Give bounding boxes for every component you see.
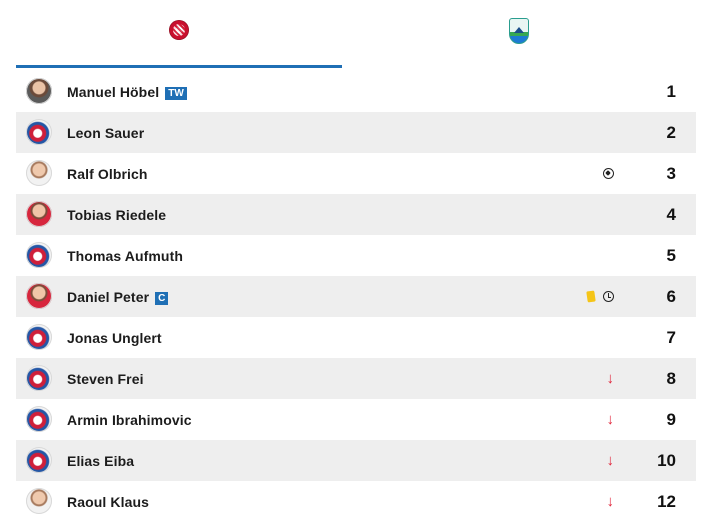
player-avatar	[26, 406, 52, 432]
player-name-text: Manuel Höbel	[67, 83, 160, 100]
player-row[interactable]: Tobias Riedele 4	[16, 194, 696, 235]
player-row[interactable]: Jonas Unglert 7	[16, 317, 696, 358]
shirt-number: 10	[657, 450, 676, 470]
player-name-text: Raoul Klaus	[67, 493, 150, 510]
player-name-text: Steven Frei	[67, 370, 144, 387]
player-avatar	[26, 201, 52, 227]
player-name-text: Jonas Unglert	[67, 329, 162, 346]
player-events: ↓	[607, 371, 615, 386]
player-name-text: Daniel Peter	[67, 288, 150, 305]
player-name: Thomas Aufmuth	[67, 248, 183, 264]
player-row[interactable]: Elias Eiba ↓ 10	[16, 440, 696, 481]
sub-out-icon: ↓	[606, 411, 615, 428]
away-club-logo-icon	[509, 18, 529, 44]
player-name: Daniel Peter C	[67, 288, 169, 305]
shirt-number: 6	[666, 286, 676, 306]
player-row[interactable]: Steven Frei ↓ 8	[16, 358, 696, 399]
player-name: Leon Sauer	[67, 125, 144, 141]
player-row[interactable]: Daniel Peter C 6	[16, 276, 696, 317]
player-avatar	[26, 119, 52, 145]
clock-icon	[603, 291, 614, 302]
shirt-number: 5	[666, 245, 676, 265]
player-events	[603, 168, 614, 179]
player-avatar	[26, 242, 52, 268]
ball-icon	[603, 168, 614, 179]
shirt-number: 3	[666, 163, 676, 183]
player-avatar	[26, 365, 52, 391]
player-name-text: Thomas Aufmuth	[67, 247, 183, 264]
shirt-number: 12	[657, 491, 676, 511]
player-name-text: Ralf Olbrich	[67, 165, 148, 182]
goalkeeper-badge: TW	[165, 86, 187, 100]
player-avatar	[26, 78, 52, 104]
player-name: Elias Eiba	[67, 453, 134, 469]
player-avatar	[26, 488, 52, 514]
player-events: ↓	[607, 494, 615, 509]
shirt-number: 4	[666, 204, 676, 224]
lineup-list: Manuel Höbel TW 1 Leon Sauer 2 Ralf Olbrich 3 T…	[16, 71, 696, 522]
player-row[interactable]: Ralf Olbrich 3	[16, 153, 696, 194]
player-row[interactable]: Armin Ibrahimovic ↓ 9	[16, 399, 696, 440]
player-avatar	[26, 160, 52, 186]
shirt-number: 1	[666, 81, 676, 101]
player-name: Jonas Unglert	[67, 330, 162, 346]
tab-home-team[interactable]	[16, 0, 342, 68]
player-avatar	[26, 283, 52, 309]
player-name-text: Elias Eiba	[67, 452, 135, 469]
player-row[interactable]: Leon Sauer 2	[16, 112, 696, 153]
player-name-text: Armin Ibrahimovic	[67, 411, 192, 428]
home-club-logo-icon	[169, 19, 189, 40]
player-name: Ralf Olbrich	[67, 166, 148, 182]
captain-badge: C	[155, 291, 169, 305]
player-name: Manuel Höbel TW	[67, 84, 187, 100]
shirt-number: 7	[666, 327, 676, 347]
player-name: Raoul Klaus	[67, 494, 149, 510]
player-avatar	[26, 447, 52, 473]
player-events: ↓	[607, 453, 615, 468]
player-name: Steven Frei	[67, 371, 144, 387]
player-row[interactable]: Raoul Klaus ↓ 12	[16, 481, 696, 522]
team-tabs	[16, 0, 696, 68]
sub-out-icon: ↓	[606, 452, 615, 469]
player-name: Armin Ibrahimovic	[67, 412, 192, 428]
shirt-number: 9	[666, 409, 676, 429]
yellow-card-icon	[586, 290, 596, 303]
player-name-text: Leon Sauer	[67, 124, 145, 141]
player-events: ↓	[607, 412, 615, 427]
sub-out-icon: ↓	[606, 493, 615, 510]
player-name: Tobias Riedele	[67, 207, 166, 223]
sub-out-icon: ↓	[606, 370, 615, 387]
player-row[interactable]: Thomas Aufmuth 5	[16, 235, 696, 276]
player-avatar	[26, 324, 52, 350]
player-name-text: Tobias Riedele	[67, 206, 167, 223]
shirt-number: 2	[666, 122, 676, 142]
shirt-number: 8	[666, 368, 676, 388]
player-events	[586, 290, 614, 303]
player-row[interactable]: Manuel Höbel TW 1	[16, 71, 696, 112]
tab-away-team[interactable]	[356, 0, 682, 68]
